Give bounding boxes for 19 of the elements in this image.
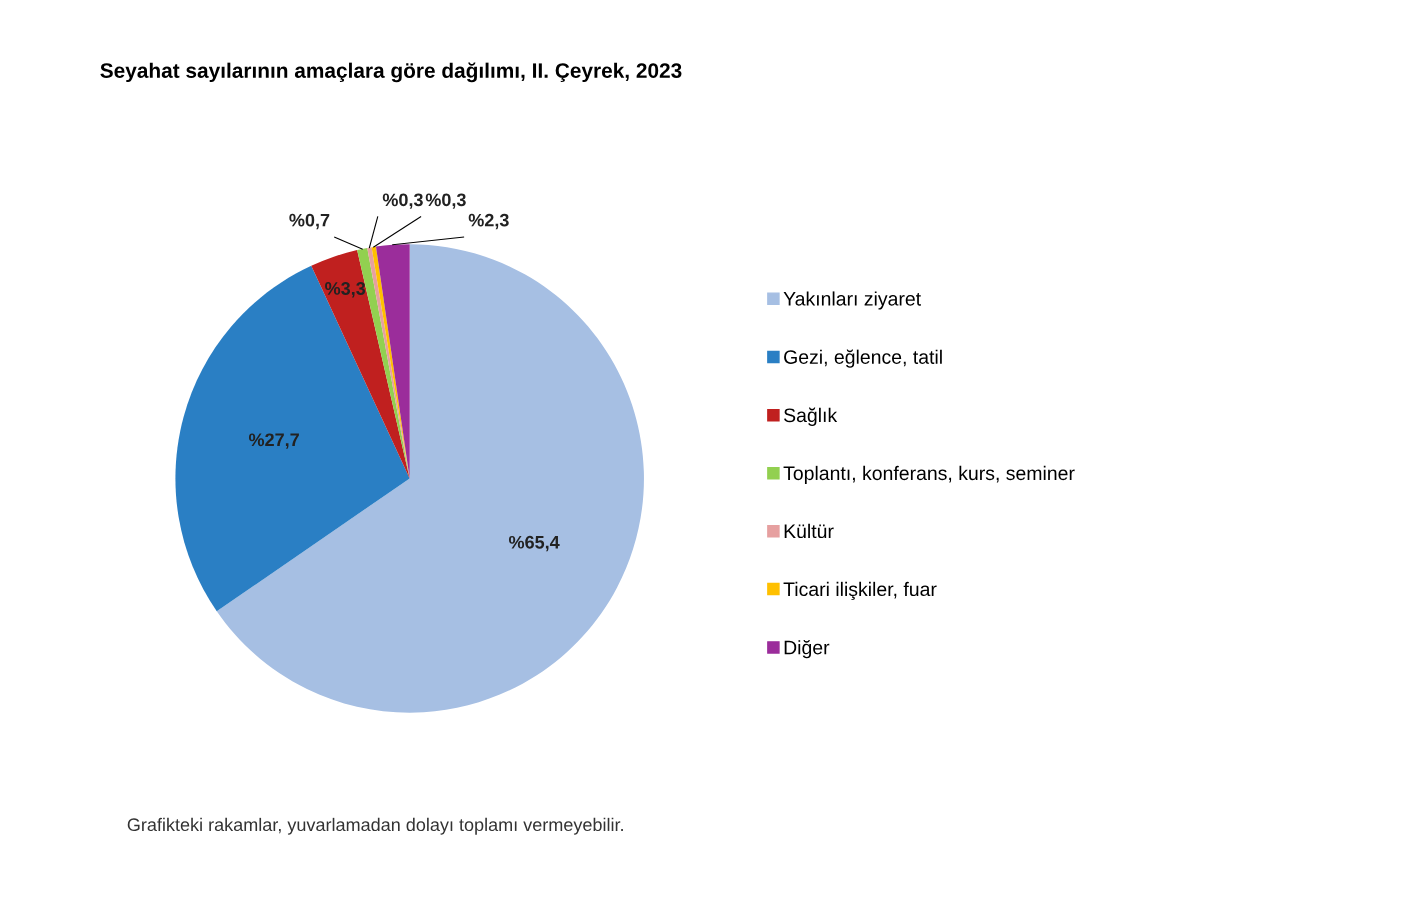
data-label: %27,7 [248,433,299,449]
legend-label: Kültür [784,523,834,539]
data-label: %2,3 [468,213,509,230]
pie-slice [216,244,644,713]
legend-label: Toplantı, konferans, kurs, seminer [783,465,1075,484]
chart-title: Seyahat sayılarının amaçlara göre dağılımı, II. Çeyrek, 2023 [100,62,682,83]
legend-label: Diğer [784,639,830,659]
data-label: %0,3 [425,193,466,209]
data-label: %0,3 [382,193,423,209]
legend-label: Sağlık [784,407,838,426]
legend-label: Yakınları ziyaret [783,291,921,310]
text: Grafikteki rakamlar, yuvarlamadan dolayı toplamı vermeyebilir. [127,817,623,835]
data-label: %0,7 [289,213,330,230]
pie-slice [175,265,410,612]
pie-slice [311,250,410,479]
legend-label: Ticari ilişkiler, fuar [783,581,937,601]
data-label: %3,3 [325,282,366,298]
legend-label: Gezi, eğlence, tatil [784,349,942,368]
data-label: %65,4 [508,535,560,552]
